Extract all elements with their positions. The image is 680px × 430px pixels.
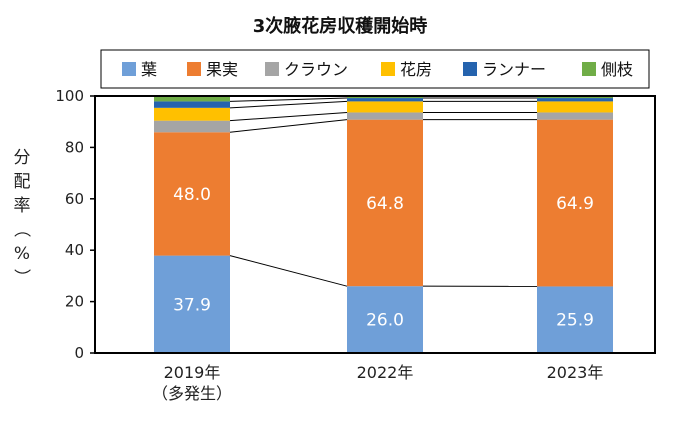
data-label: 64.9 [556,194,594,214]
legend-item: クラウン [265,60,348,79]
y-axis-label-char: 率 [14,196,31,216]
x-tick-label: （多発生） [152,384,232,403]
x-tick-label: 2019年 [164,363,221,382]
bar-segment [347,96,423,99]
legend-label: クラウン [284,60,348,79]
legend: 葉 果実 クラウン 花房 ランナー 側枝 [100,49,650,89]
bar-segment [154,132,230,256]
bar-segment [347,98,423,102]
legend-label: 果実 [206,60,238,79]
bar-segment [154,120,230,133]
legend-item: 葉 [122,60,157,79]
y-tick-label: 20 [65,293,84,311]
y-axis-label-char: 配 [14,172,31,192]
data-label: 25.9 [556,311,594,331]
bar-segment [154,96,230,102]
bar-segment [537,101,613,113]
bar-segment [537,119,613,287]
bar-segment [537,112,613,120]
bar-segment [154,101,230,108]
plot-frame [94,95,656,354]
legend-label: 葉 [141,60,157,79]
legend-item: 側枝 [582,60,633,79]
chart-title: 3次腋花房収穫開始時 [253,15,428,37]
y-tick-label: 0 [74,344,84,362]
y-tick-label: 60 [65,190,84,208]
bar-segment [347,286,423,353]
data-label: 26.0 [366,311,404,331]
legend-swatch [582,62,596,76]
data-label: 64.8 [366,194,404,214]
bar-segment [347,101,423,113]
bar-segment [347,119,423,287]
bar-segment [154,255,230,353]
series-connector-line [229,97,348,102]
y-tick-label: 40 [65,241,84,259]
x-tick-label: 2023年 [547,363,604,382]
series-connector-line [229,100,348,109]
y-tick-label: 100 [55,87,84,105]
legend-item: ランナー [463,60,546,79]
series-connector-line [229,119,348,133]
legend-box [100,49,650,89]
data-label: 48.0 [173,185,211,205]
bar-segment [347,112,423,120]
series-connector-line [229,255,348,287]
y-axis-label-char: （ [11,221,31,238]
legend-swatch [265,62,279,76]
y-axis-label: 分配率 （% ） [11,148,31,286]
legend-item: 花房 [381,60,432,79]
y-tick-label: 80 [65,138,84,156]
plot-area: 37.9 26.0 25.9 48.0 64.8 64.9 0 20 40 60 80 100 2019… [55,87,656,403]
legend-swatch [463,62,477,76]
bar-segment [154,107,230,121]
x-tick-label: 2022年 [357,363,414,382]
series-connector-line [229,111,348,122]
legend-swatch [187,62,201,76]
legend-swatch [381,62,395,76]
bar-segment [537,98,613,102]
legend-label: ランナー [482,60,546,79]
data-label: 37.9 [173,295,211,315]
legend-swatch [122,62,136,76]
y-axis-label-char: ） [11,269,31,286]
legend-label: 花房 [400,60,432,79]
legend-item: 果実 [187,60,238,79]
y-axis-label-char: 分 [14,148,31,168]
bar-segment [537,96,613,99]
bar-segment [537,286,613,353]
legend-label: 側枝 [601,60,633,79]
y-axis-label-char: % [14,244,30,264]
